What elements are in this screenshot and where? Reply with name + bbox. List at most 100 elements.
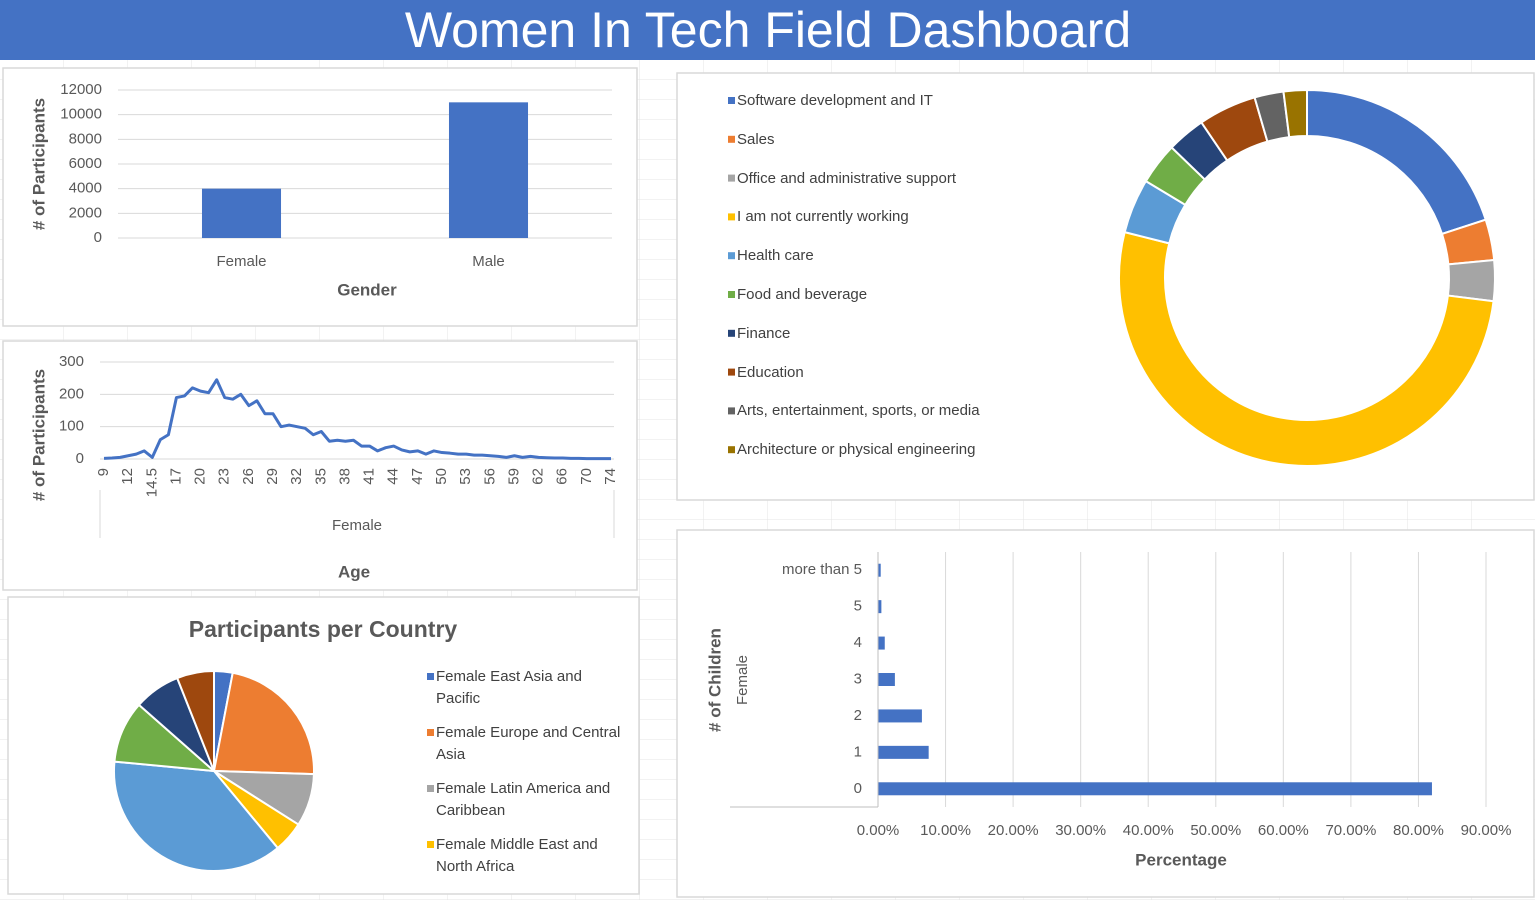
- legend-label: Food and beverage: [737, 286, 868, 303]
- bar: [878, 782, 1432, 796]
- x-tick-label: 10.00%: [920, 822, 971, 839]
- x-tick-label: 44: [385, 468, 402, 485]
- legend-label: Female East Asia and Pacific: [436, 668, 582, 707]
- y-tick-label: 100: [59, 418, 84, 435]
- legend-swatch: [728, 174, 735, 182]
- y-tick-label: more than 5: [782, 561, 862, 578]
- x-tick-label: 80.00%: [1393, 822, 1444, 839]
- x-tick-label: 50: [433, 468, 450, 485]
- legend-label: Arts, entertainment, sports, or media: [737, 402, 980, 420]
- legend-box: Female East Asia and Pacific: [436, 668, 582, 707]
- legend-box: Architecture or physical engineering: [737, 441, 976, 459]
- x-tick-label: 62: [530, 468, 547, 485]
- series-label: Female: [332, 517, 382, 534]
- x-tick-label: 60.00%: [1258, 822, 1309, 839]
- legend-swatch: [728, 329, 735, 337]
- x-tick-label: 66: [554, 468, 571, 485]
- bar: [878, 600, 882, 614]
- x-tick-label: 40.00%: [1123, 822, 1174, 839]
- x-tick-label: 0.00%: [857, 822, 900, 839]
- y-tick-label: 0: [76, 450, 84, 467]
- legend-swatch: [728, 291, 735, 298]
- series-label: Female: [734, 655, 751, 705]
- y-axis-title: # of Participants: [29, 369, 48, 501]
- y-tick-label: 0: [854, 780, 862, 797]
- legend-box: Food and beverage: [737, 286, 868, 303]
- legend-swatch: [427, 785, 434, 792]
- x-tick-label: 41: [361, 468, 378, 485]
- legend-label: Female Middle East and North Africa: [436, 836, 598, 875]
- legend-swatch: [728, 213, 735, 221]
- y-axis-title: # of Participants: [29, 98, 48, 230]
- y-tick-label: 0: [94, 229, 102, 246]
- panel: [2, 67, 638, 327]
- y-tick-label: 2000: [69, 204, 102, 221]
- y-tick-label: 6000: [69, 155, 102, 172]
- line: [103, 378, 611, 461]
- legend-box: Software development and IT: [737, 92, 933, 109]
- legend-box: Female Latin America and Caribbean: [436, 780, 610, 819]
- legend-box: I am not currently working: [737, 208, 909, 226]
- legend-box: Education: [737, 363, 804, 381]
- x-tick-label: 32: [288, 468, 305, 485]
- donut-slice: [1282, 88, 1308, 139]
- legend-label: Education: [737, 363, 804, 381]
- y-tick-label: 1: [854, 743, 862, 760]
- legend-swatch: [427, 841, 434, 848]
- x-tick-label: 70: [578, 468, 595, 485]
- panel: [7, 596, 640, 895]
- legend-box: Female Europe and Central Asia: [436, 724, 621, 763]
- x-tick-label: 53: [457, 468, 474, 485]
- x-tick-label: 56: [481, 468, 498, 485]
- y-tick-label: 300: [59, 353, 84, 370]
- legend-swatch: [728, 407, 735, 415]
- legend-swatch: [427, 673, 434, 680]
- legend-box: Finance: [737, 325, 790, 342]
- y-tick-label: 5: [854, 598, 862, 615]
- x-tick-label: 50.00%: [1190, 822, 1241, 839]
- legend-box: Arts, entertainment, sports, or media: [737, 402, 980, 420]
- y-tick-label: 4000: [69, 180, 102, 197]
- pie-slice: [212, 671, 315, 776]
- y-tick-label: 8000: [69, 130, 102, 147]
- y-tick-label: 2: [854, 707, 862, 724]
- legend-label: Health care: [737, 247, 814, 265]
- x-axis-title: Percentage: [1135, 850, 1227, 869]
- x-tick-label: 14.5: [143, 468, 160, 497]
- y-tick-label: 200: [59, 385, 84, 402]
- panel: [2, 340, 638, 591]
- x-tick-label: 20: [192, 468, 209, 485]
- bar: [201, 188, 282, 238]
- legend-box: Health care: [737, 247, 814, 265]
- legend-label: I am not currently working: [737, 208, 909, 226]
- bar: [878, 673, 895, 686]
- legend-label: Female Europe and Central Asia: [436, 724, 621, 763]
- x-tick-label: 47: [409, 468, 426, 485]
- bar: [878, 636, 885, 650]
- x-tick-label: 70.00%: [1325, 822, 1376, 839]
- panel: [676, 529, 1535, 898]
- legend-label: Software development and IT: [737, 92, 933, 109]
- donut-slice: [1446, 258, 1496, 303]
- legend-label: Architecture or physical engineering: [737, 441, 976, 459]
- legend-box: Sales: [737, 131, 775, 148]
- header-bar: [0, 0, 1535, 60]
- legend-swatch: [728, 368, 735, 376]
- bar: [448, 102, 529, 238]
- dashboard-title: Women In Tech Field Dashboard: [405, 2, 1131, 58]
- chart-title: Participants per Country: [189, 616, 458, 642]
- x-tick-label: 17: [167, 468, 184, 485]
- x-tick-label: 12: [119, 468, 136, 485]
- legend-box: Female Middle East and North Africa: [436, 836, 598, 875]
- legend-swatch: [427, 729, 434, 736]
- pie-slice: [113, 760, 280, 872]
- x-axis-title: Gender: [337, 280, 397, 299]
- x-tick-label: 30.00%: [1055, 822, 1106, 839]
- x-tick-label: 26: [240, 468, 257, 485]
- y-tick-label: 4: [854, 634, 862, 651]
- bar: [878, 563, 881, 577]
- x-axis-title: Age: [338, 562, 370, 581]
- x-tick-label: 38: [336, 468, 353, 485]
- x-tick-label: 35: [312, 468, 329, 485]
